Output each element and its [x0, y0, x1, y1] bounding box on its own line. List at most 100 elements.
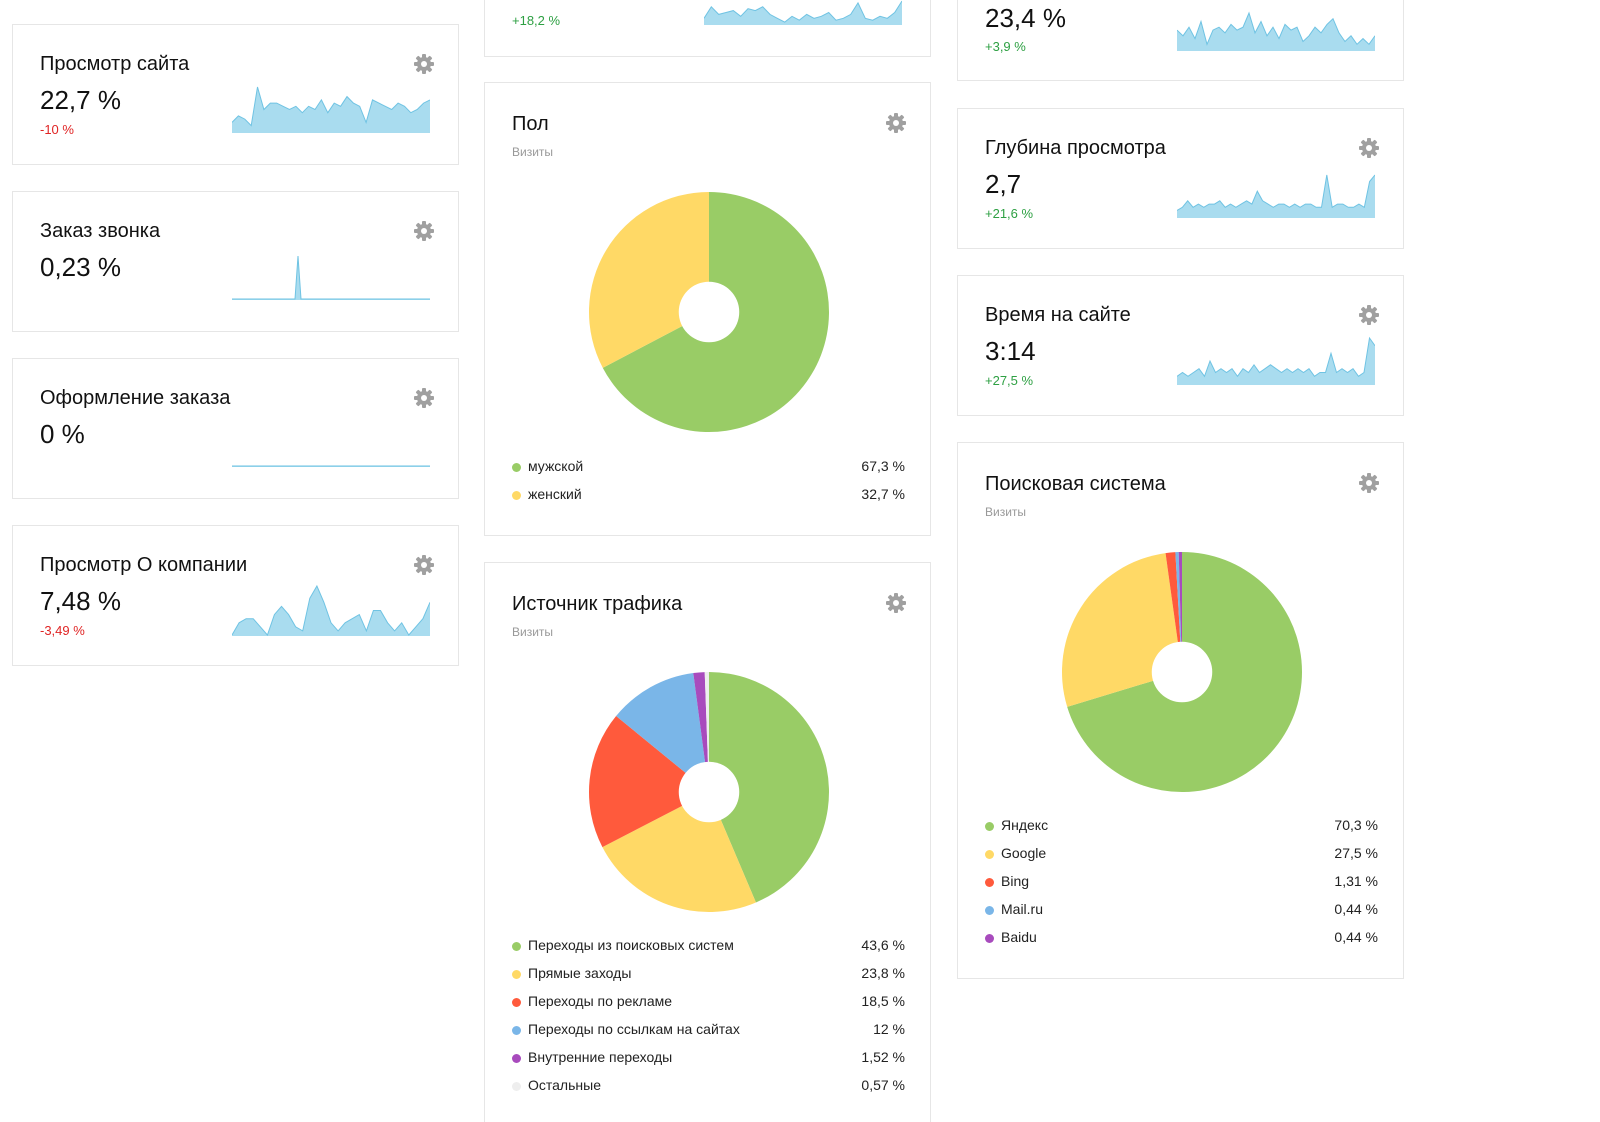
legend-label: Остальные [528, 1077, 601, 1093]
gear-icon[interactable] [885, 592, 907, 614]
card-title: Глубина просмотра [985, 137, 1166, 159]
gear-icon[interactable] [413, 220, 435, 242]
sparkline-area [704, 1, 902, 25]
card-title: Оформление заказа [40, 387, 231, 409]
sparkline-area [1177, 175, 1375, 218]
gear-icon[interactable] [885, 112, 907, 134]
metric-card-top-center: +18,2 % [484, 0, 931, 57]
metric-value: 23,4 % [985, 3, 1066, 33]
legend-label: Прямые заходы [528, 965, 632, 981]
gender-pie-chart [589, 192, 829, 432]
legend-item[interactable]: Переходы из поисковых систем 43,6 % [512, 935, 905, 963]
gear-icon[interactable] [1358, 137, 1380, 159]
pie-hole [678, 761, 740, 823]
legend-dot-icon [512, 1026, 521, 1035]
gear-icon[interactable] [1358, 304, 1380, 326]
legend-label: Переходы из поисковых систем [528, 937, 734, 953]
legend-label: Google [1001, 845, 1047, 861]
legend-dot-icon [985, 878, 994, 887]
legend-item[interactable]: женский 32,7 % [512, 484, 905, 512]
search-engine-legend: Яндекс 70,3 % Google 27,5 % Bing 1,31 % Mail.r… [985, 815, 1378, 955]
legend-value: 1,52 % [861, 1049, 905, 1065]
legend-dot-icon [512, 491, 521, 500]
legend-label: Baidu [1001, 929, 1037, 945]
legend-value: 67,3 % [861, 458, 905, 474]
legend-dot-icon [985, 822, 994, 831]
legend-dot-icon [512, 1082, 521, 1091]
legend-value: 32,7 % [861, 486, 905, 502]
pie-slice-1[interactable] [602, 792, 756, 912]
legend-dot-icon [985, 850, 994, 859]
sparkline-area [1177, 13, 1375, 51]
legend-label: Переходы по ссылкам на сайтах [528, 1021, 740, 1037]
pie-hole [1151, 641, 1213, 703]
legend-item[interactable]: Baidu 0,44 % [985, 927, 1378, 955]
legend-item[interactable]: мужской 67,3 % [512, 456, 905, 484]
gear-icon[interactable] [413, 554, 435, 576]
sparkline [232, 86, 430, 133]
legend-dot-icon [512, 1054, 521, 1063]
legend-value: 70,3 % [1334, 817, 1378, 833]
legend-value: 27,5 % [1334, 845, 1378, 861]
gear-icon[interactable] [413, 387, 435, 409]
pie-slice-2[interactable] [589, 716, 709, 848]
sparkline [1177, 336, 1375, 385]
sparkline-line [232, 86, 430, 127]
card-title: Просмотр О компании [40, 554, 248, 576]
legend-dot-icon [512, 970, 521, 979]
sparkline [1177, 174, 1375, 218]
legend-item[interactable]: Bing 1,31 % [985, 871, 1378, 899]
sparkline [1177, 11, 1375, 51]
metric-card-depth: Глубина просмотра 2,7 +21,6 % [957, 108, 1404, 249]
metric-delta: +18,2 % [512, 13, 561, 28]
sparkline [232, 584, 430, 636]
metric-card-bounce: 23,4 % +3,9 % [957, 0, 1404, 81]
legend-label: Внутренние переходы [528, 1049, 673, 1065]
legend-item[interactable]: Mail.ru 0,44 % [985, 899, 1378, 927]
legend-value: 23,8 % [861, 965, 905, 981]
sparkline-line [1177, 174, 1375, 211]
card-subtitle: Визиты [512, 145, 554, 159]
pie-hole [678, 281, 740, 343]
legend-label: женский [528, 486, 582, 502]
metric-delta: +21,6 % [985, 206, 1034, 221]
sparkline [704, 0, 902, 25]
legend-item[interactable]: Яндекс 70,3 % [985, 815, 1378, 843]
sparkline-area [232, 256, 430, 300]
metric-value: 3:14 [985, 336, 1036, 366]
card-subtitle: Визиты [512, 625, 554, 639]
legend-item[interactable]: Прямые заходы 23,8 % [512, 963, 905, 991]
card-title: Заказ звонка [40, 220, 161, 242]
gear-icon[interactable] [413, 53, 435, 75]
metric-value: 7,48 % [40, 586, 121, 616]
legend-item[interactable]: Google 27,5 % [985, 843, 1378, 871]
card-title: Просмотр сайта [40, 53, 190, 75]
gender-card: Пол Визиты мужской 67,3 % женский 32,7 % [484, 82, 931, 536]
pie-slice-0[interactable] [709, 672, 830, 903]
legend-label: Mail.ru [1001, 901, 1044, 917]
sparkline-area [1177, 338, 1375, 385]
legend-value: 0,44 % [1334, 901, 1378, 917]
legend-value: 18,5 % [861, 993, 905, 1009]
metric-value: 0 % [40, 419, 85, 449]
traffic-pie-chart [589, 672, 830, 912]
search-engine-card: Поисковая система Визиты Яндекс 70,3 % Goo… [957, 442, 1404, 979]
card-title: Источник трафика [512, 593, 683, 615]
traffic-legend: Переходы из поисковых систем 43,6 % Прямые… [512, 935, 905, 1103]
legend-item[interactable]: Остальные 0,57 % [512, 1075, 905, 1103]
metric-card-checkout: Оформление заказа 0 % [12, 358, 459, 499]
sparkline-line [1177, 11, 1375, 46]
legend-dot-icon [985, 906, 994, 915]
pie-slice-1[interactable] [589, 192, 709, 368]
search-engine-pie-chart [1062, 552, 1302, 792]
legend-item[interactable]: Внутренние переходы 1,52 % [512, 1047, 905, 1075]
metric-card-about-view: Просмотр О компании 7,48 % -3,49 % [12, 525, 459, 666]
legend-dot-icon [512, 463, 521, 472]
legend-item[interactable]: Переходы по ссылкам на сайтах 12 % [512, 1019, 905, 1047]
card-subtitle: Визиты [985, 505, 1027, 519]
gear-icon[interactable] [1358, 472, 1380, 494]
pie-slice-3[interactable] [616, 673, 709, 792]
legend-item[interactable]: Переходы по рекламе 18,5 % [512, 991, 905, 1019]
legend-dot-icon [512, 942, 521, 951]
legend-label: Переходы по рекламе [528, 993, 673, 1009]
